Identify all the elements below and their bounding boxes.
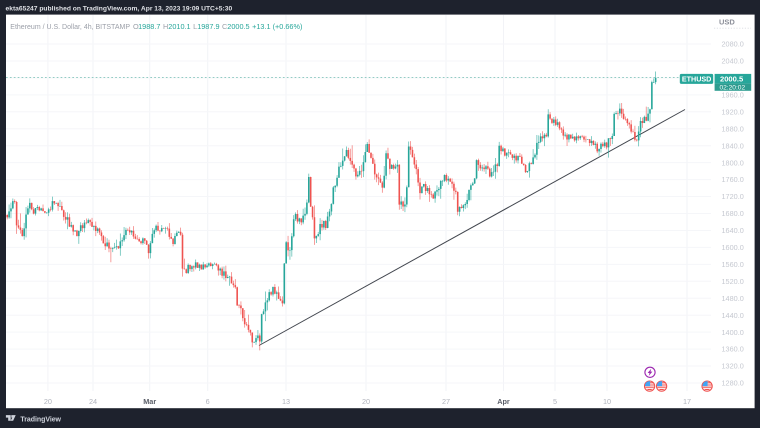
- svg-text:1960.0: 1960.0: [721, 90, 743, 99]
- svg-text:USD: USD: [719, 18, 735, 27]
- svg-text:ekta65247 published on Trading: ekta65247 published on TradingView.com, …: [6, 6, 233, 13]
- svg-text:1760.0: 1760.0: [721, 175, 743, 184]
- svg-text:1520.0: 1520.0: [721, 277, 743, 286]
- svg-text:1360.0: 1360.0: [721, 345, 743, 354]
- svg-text:5: 5: [553, 397, 557, 406]
- svg-text:1988.7: 1988.7: [138, 22, 160, 31]
- svg-text:2040.0: 2040.0: [721, 57, 743, 66]
- svg-text:2010.1: 2010.1: [168, 22, 190, 31]
- svg-text:1440.0: 1440.0: [721, 311, 743, 320]
- svg-text:2080.0: 2080.0: [721, 40, 743, 49]
- svg-text:L: L: [193, 22, 197, 31]
- svg-text:1920.0: 1920.0: [721, 107, 743, 116]
- svg-text:1987.9: 1987.9: [197, 22, 219, 31]
- svg-text:10: 10: [603, 397, 611, 406]
- svg-text:1720.0: 1720.0: [721, 192, 743, 201]
- svg-text:Ethereum / U.S. Dollar, 4h, BI: Ethereum / U.S. Dollar, 4h, BITSTAMP: [10, 24, 130, 31]
- svg-text:13: 13: [282, 397, 290, 406]
- svg-text:1880.0: 1880.0: [721, 124, 743, 133]
- svg-text:1280.0: 1280.0: [721, 379, 743, 388]
- svg-text:6: 6: [206, 397, 210, 406]
- svg-text:1400.0: 1400.0: [721, 328, 743, 337]
- svg-text:ETHUSD: ETHUSD: [682, 74, 712, 83]
- svg-text:02:20:02: 02:20:02: [719, 84, 745, 91]
- svg-text:+13.1 (+0.66%): +13.1 (+0.66%): [252, 22, 302, 31]
- svg-text:1560.0: 1560.0: [721, 260, 743, 269]
- svg-text:1640.0: 1640.0: [721, 226, 743, 235]
- svg-text:24: 24: [89, 397, 97, 406]
- svg-text:1480.0: 1480.0: [721, 294, 743, 303]
- svg-text:H: H: [163, 22, 168, 31]
- svg-text:Mar: Mar: [143, 397, 156, 406]
- svg-text:2000.5: 2000.5: [227, 22, 249, 31]
- svg-text:C: C: [222, 22, 227, 31]
- svg-text:1840.0: 1840.0: [721, 141, 743, 150]
- svg-text:20: 20: [362, 397, 370, 406]
- svg-text:1320.0: 1320.0: [721, 362, 743, 371]
- svg-text:2000.5: 2000.5: [720, 74, 744, 83]
- svg-text:Apr: Apr: [497, 397, 510, 406]
- svg-text:27: 27: [442, 397, 450, 406]
- svg-text:1680.0: 1680.0: [721, 209, 743, 218]
- svg-text:17: 17: [683, 397, 691, 406]
- svg-text:TradingView: TradingView: [20, 416, 61, 423]
- svg-text:1600.0: 1600.0: [721, 243, 743, 252]
- svg-text:O: O: [133, 22, 139, 31]
- svg-text:20: 20: [44, 397, 52, 406]
- svg-text:1800.0: 1800.0: [721, 158, 743, 167]
